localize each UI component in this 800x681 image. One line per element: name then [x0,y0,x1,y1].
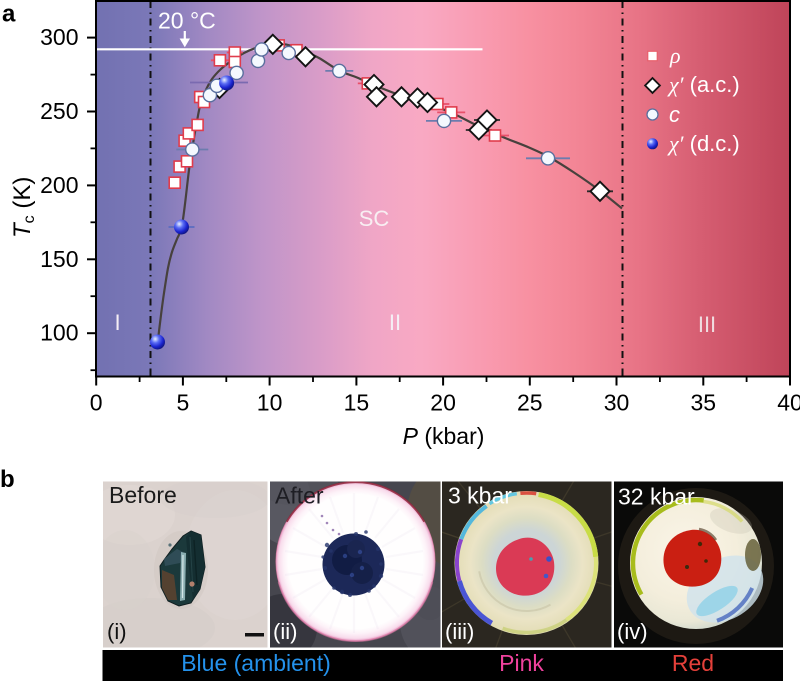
svg-text:P (kbar): P (kbar) [403,423,485,449]
svg-text:30: 30 [604,390,630,416]
svg-text:II: II [389,310,401,335]
svg-text:b: b [0,466,15,493]
svg-text:150: 150 [40,246,78,272]
svg-text:c: c [669,102,680,127]
svg-text:After: After [275,483,324,509]
svg-text:χ′ (a.c.): χ′ (a.c.) [667,72,740,97]
svg-text:Blue (ambient): Blue (ambient) [181,650,331,676]
svg-text:I: I [114,310,120,335]
svg-text:100: 100 [40,320,78,346]
svg-text:0: 0 [90,390,103,416]
svg-text:III: III [698,312,716,337]
svg-text:SC: SC [359,206,390,231]
svg-text:250: 250 [40,98,78,124]
svg-text:35: 35 [691,390,717,416]
svg-text:200: 200 [40,172,78,198]
svg-text:25: 25 [517,390,543,416]
svg-text:40: 40 [777,390,800,416]
svg-text:10: 10 [257,390,283,416]
svg-text:15: 15 [344,390,370,416]
svg-text:(i): (i) [107,619,127,644]
svg-text:ρ: ρ [669,43,681,68]
svg-text:(ii): (ii) [273,619,297,644]
svg-text:Red: Red [672,650,714,676]
svg-text:Pink: Pink [499,650,544,676]
svg-text:a: a [2,1,16,28]
svg-text:Before: Before [109,482,177,508]
svg-text:32 kbar: 32 kbar [618,484,695,510]
svg-text:5: 5 [177,390,190,416]
svg-text:20: 20 [430,390,456,416]
svg-text:Tc (K): Tc (K) [9,177,38,238]
svg-text:χ′ (d.c.): χ′ (d.c.) [667,131,740,156]
svg-text:(iii): (iii) [445,619,474,644]
svg-text:3 kbar: 3 kbar [448,483,512,509]
svg-text:300: 300 [40,24,78,50]
svg-text:(iv): (iv) [617,619,648,644]
svg-text:20 °C: 20 °C [158,8,216,34]
